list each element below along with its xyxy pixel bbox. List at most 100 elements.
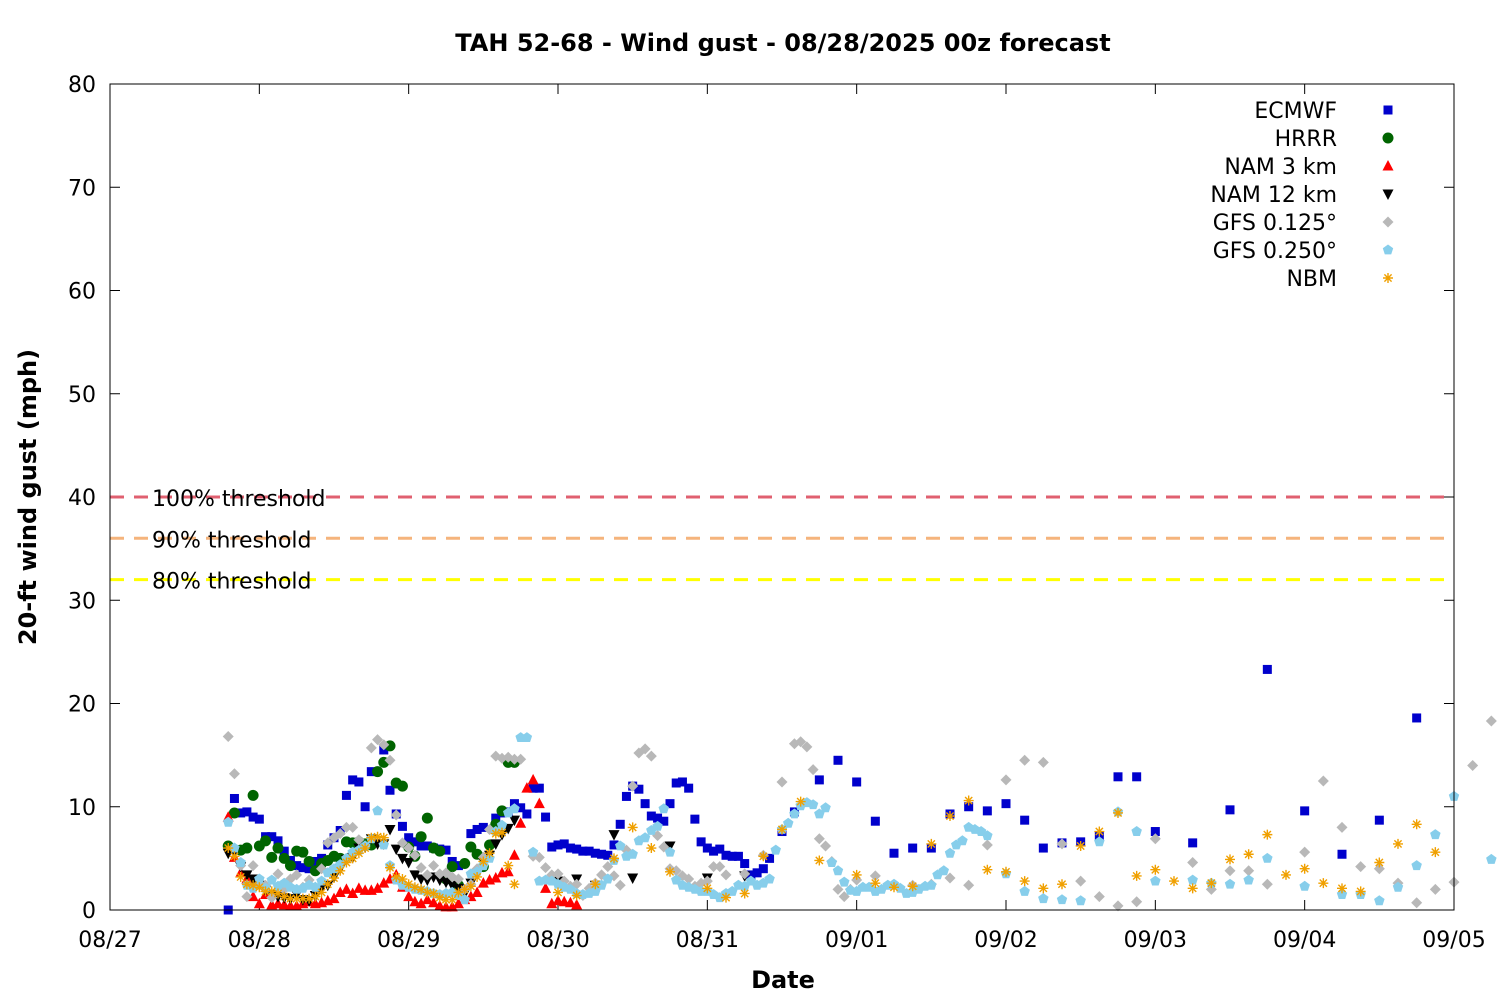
data-point [652, 820, 663, 831]
data-point [1187, 874, 1198, 885]
data-point [627, 873, 639, 884]
data-point [1187, 883, 1198, 894]
data-point [564, 896, 576, 908]
data-point [789, 808, 800, 819]
data-point [248, 812, 258, 822]
data-point [403, 842, 415, 854]
data-point [944, 872, 956, 884]
data-point [453, 861, 463, 871]
data-point [453, 887, 464, 898]
data-point [491, 813, 501, 823]
data-point [1374, 857, 1385, 868]
data-point [440, 877, 452, 889]
data-point [889, 848, 899, 858]
data-point [645, 750, 657, 762]
data-point [527, 773, 539, 785]
data-point [1188, 838, 1198, 848]
data-point [229, 793, 239, 803]
data-point [1169, 876, 1179, 887]
data-point [540, 882, 552, 893]
data-point [390, 844, 402, 856]
data-point [241, 870, 253, 881]
data-point [758, 851, 769, 862]
data-point [982, 864, 993, 875]
data-point [1094, 836, 1105, 847]
data-point [521, 732, 533, 742]
data-point [553, 840, 563, 850]
data-point [422, 841, 432, 851]
data-point [820, 802, 831, 813]
data-point [1262, 852, 1273, 863]
data-point [1038, 843, 1048, 853]
data-point [515, 753, 527, 765]
data-point [1113, 772, 1123, 782]
data-points-group [222, 664, 1497, 915]
data-point [267, 832, 277, 842]
data-point [508, 815, 520, 827]
y-axis-label: 20-ft wind gust (mph) [14, 349, 42, 645]
data-point [639, 743, 651, 755]
data-point [665, 799, 675, 809]
data-point [247, 789, 259, 801]
data-point [1281, 869, 1291, 880]
y-tick-label: 50 [68, 383, 96, 408]
data-point [795, 796, 806, 807]
data-point [396, 853, 408, 865]
data-point [609, 853, 619, 864]
data-point [328, 892, 340, 904]
data-point [322, 879, 333, 890]
data-point [291, 893, 302, 904]
data-point [334, 886, 346, 897]
legend-marker [1382, 216, 1394, 228]
data-point [254, 873, 265, 884]
data-point [415, 897, 427, 909]
data-point [701, 875, 713, 887]
data-point [746, 870, 756, 880]
data-point [421, 893, 433, 905]
data-point [222, 731, 234, 743]
data-point [353, 882, 365, 893]
data-point [1485, 715, 1497, 727]
data-point [428, 860, 440, 872]
threshold-label: 90% threshold [152, 528, 312, 553]
data-point [627, 822, 638, 833]
data-point [228, 807, 240, 819]
data-point [708, 861, 720, 873]
data-point [982, 806, 992, 816]
data-point [715, 844, 725, 854]
data-point [833, 755, 843, 765]
data-point [452, 873, 464, 885]
x-tick-label: 08/31 [676, 928, 739, 953]
data-point [733, 851, 743, 861]
data-point [533, 797, 545, 809]
data-point [826, 857, 837, 867]
data-point [236, 808, 246, 818]
data-point [1411, 819, 1422, 830]
data-point [515, 817, 527, 828]
data-point [1412, 713, 1422, 723]
data-point [814, 855, 825, 866]
data-point [421, 875, 433, 887]
y-tick-label: 30 [68, 589, 96, 614]
data-point [926, 838, 937, 849]
data-point [266, 851, 278, 863]
legend-label: NBM [1286, 267, 1337, 292]
data-point [459, 884, 470, 895]
data-point [223, 816, 234, 827]
data-point [304, 864, 314, 874]
data-point [503, 860, 514, 871]
data-point [752, 868, 762, 878]
data-point [1056, 894, 1068, 905]
y-tick-label: 60 [68, 280, 96, 305]
data-point [839, 876, 850, 887]
data-point [508, 753, 520, 765]
data-point [938, 865, 949, 876]
data-point [1150, 864, 1161, 875]
data-point [907, 881, 918, 892]
data-point [527, 846, 539, 857]
data-point [1075, 895, 1086, 906]
data-point [403, 858, 415, 869]
data-point [964, 802, 974, 812]
data-point [721, 892, 731, 903]
data-point [1038, 883, 1049, 894]
